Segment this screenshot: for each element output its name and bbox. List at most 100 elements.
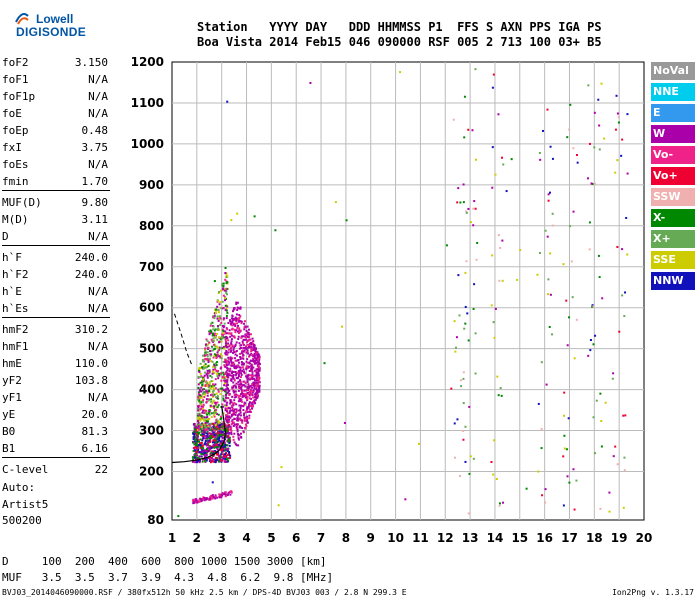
noise-echo — [551, 212, 554, 215]
echo-point — [231, 395, 234, 398]
noise-echo — [491, 254, 494, 257]
echo-point — [208, 370, 211, 373]
echo-point — [252, 389, 255, 392]
echo-point — [213, 424, 216, 427]
echo-point — [207, 384, 210, 387]
echo-point — [200, 452, 203, 455]
echo-point — [211, 321, 214, 324]
echo-point — [197, 387, 200, 390]
echo-point — [248, 346, 251, 349]
echo-point — [198, 461, 201, 464]
echo-point — [253, 387, 256, 390]
echo-point — [248, 385, 251, 388]
echo-point — [222, 371, 225, 374]
echo-point — [238, 352, 241, 355]
echo-point — [238, 332, 241, 335]
echo-point — [220, 321, 223, 324]
param-row: yE 20.0 — [2, 408, 108, 422]
noise-echo — [600, 445, 603, 448]
echo-point — [221, 447, 224, 450]
noise-echo — [280, 466, 283, 469]
param-value: 1.70 — [81, 175, 109, 188]
echo-point — [203, 443, 206, 446]
echo-point — [205, 412, 208, 415]
echo-point — [214, 424, 217, 427]
echo-point — [232, 374, 235, 377]
echo-point — [257, 383, 260, 386]
noise-echo — [462, 183, 465, 186]
echo-point — [242, 368, 245, 371]
echo-point — [211, 497, 214, 500]
echo-point — [217, 413, 220, 416]
echo-point — [204, 449, 207, 452]
echo-point — [207, 361, 210, 364]
param-name: foF2 — [2, 56, 29, 69]
echo-point — [219, 356, 222, 359]
noise-echo — [452, 118, 455, 121]
echo-point — [242, 354, 245, 357]
echo-point — [251, 403, 254, 406]
echo-point — [217, 443, 220, 446]
echo-point — [212, 429, 215, 432]
x-tick-label: 11 — [412, 531, 429, 545]
noise-echo — [590, 182, 593, 185]
echo-point — [228, 393, 231, 396]
echo-point — [212, 383, 215, 386]
echo-point — [200, 455, 203, 458]
echo-point — [217, 397, 220, 400]
echo-point — [233, 399, 236, 402]
echo-point — [241, 421, 244, 424]
param-value: N/A — [88, 73, 108, 86]
echo-point — [256, 391, 259, 394]
echo-point — [229, 400, 232, 403]
echo-point — [240, 344, 243, 347]
echo-point — [235, 408, 238, 411]
echo-point — [235, 444, 238, 447]
echo-point — [245, 351, 248, 354]
echo-point — [198, 371, 201, 374]
echo-point — [218, 388, 221, 391]
echo-point — [237, 409, 240, 412]
echo-point — [253, 360, 256, 363]
param-row: D N/A — [2, 230, 108, 244]
echo-point — [234, 350, 237, 353]
echo-point — [220, 453, 223, 456]
echo-point — [228, 410, 231, 413]
echo-point — [198, 388, 201, 391]
noise-echo — [562, 414, 565, 417]
echo-point — [248, 355, 251, 358]
echo-point — [234, 324, 237, 327]
echo-point — [209, 360, 212, 363]
echo-point — [222, 394, 225, 397]
echo-point — [196, 428, 199, 431]
param-name: D — [2, 230, 9, 243]
echo-point — [225, 384, 228, 387]
legend-item-vo: Vo+ — [651, 167, 695, 185]
echo-point — [208, 449, 211, 452]
echo-point — [234, 371, 237, 374]
noise-echo — [587, 84, 590, 87]
echo-point — [221, 433, 224, 436]
echo-point — [248, 410, 251, 413]
echo-point — [256, 381, 259, 384]
echo-point — [235, 303, 238, 306]
echo-point — [217, 420, 220, 423]
autoscaler-version: 500200 — [2, 514, 42, 527]
echo-point — [253, 402, 256, 405]
echo-point — [192, 460, 195, 463]
echo-point — [212, 368, 215, 371]
param-row: foEp 0.48 — [2, 124, 108, 138]
noise-echo — [464, 322, 467, 325]
echo-point — [197, 424, 200, 427]
echo-point — [229, 356, 232, 359]
noise-echo — [612, 455, 615, 458]
noise-echo — [455, 336, 458, 339]
echo-point — [214, 459, 217, 462]
noise-echo — [525, 487, 528, 490]
echo-point — [253, 383, 256, 386]
echo-point — [218, 328, 221, 331]
echo-point — [253, 353, 256, 356]
echo-point — [219, 448, 222, 451]
echo-point — [258, 358, 261, 361]
echo-point — [232, 402, 235, 405]
